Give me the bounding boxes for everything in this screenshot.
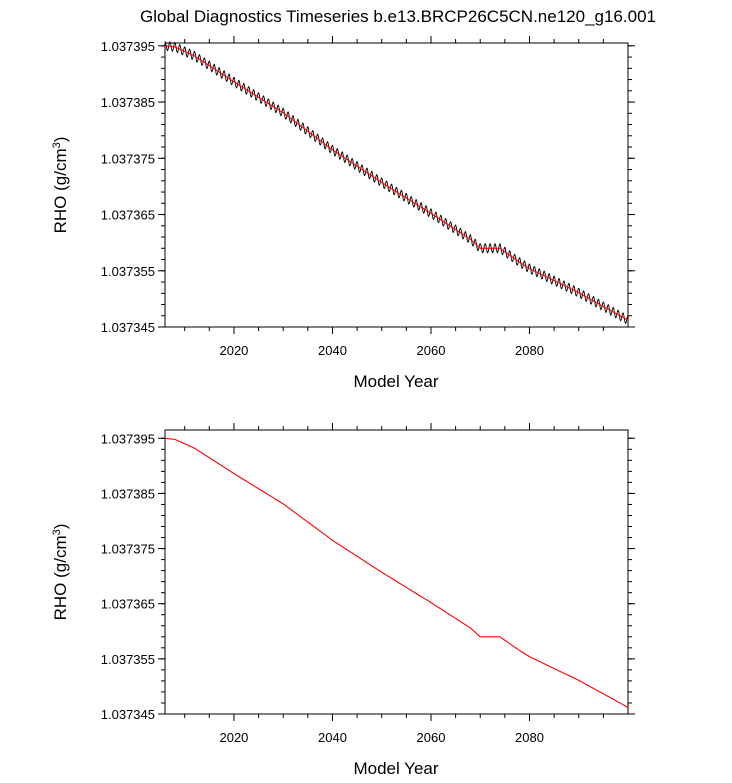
top-y-tick-label: 1.037345 (101, 320, 155, 335)
bottom-series-group (164, 437, 629, 708)
top-plot-frame (164, 42, 629, 328)
top-y-tick-label: 1.037385 (101, 95, 155, 110)
bottom-y-tick-label: 1.037395 (101, 431, 155, 446)
top-series-monthly-line (164, 41, 629, 325)
bottom-plot-frame (164, 429, 629, 715)
bottom-x-tick-label: 2080 (515, 730, 544, 745)
top-x-axis-label: Model Year (353, 372, 438, 391)
top-series-annual-mean-line (164, 45, 629, 321)
top-x-tick-label: 2060 (417, 343, 446, 358)
top-x-tick-label: 2020 (219, 343, 248, 358)
top-x-tick-label: 2040 (318, 343, 347, 358)
bottom-x-tick-label: 2060 (417, 730, 446, 745)
bottom-y-tick-label: 1.037385 (101, 486, 155, 501)
bottom-series-annual-mean-line (164, 437, 629, 708)
figure-title: Global Diagnostics Timeseries b.e13.BRCP… (140, 7, 656, 26)
bottom-tick-marks (158, 423, 635, 721)
top-y-tick-label: 1.037375 (101, 151, 155, 166)
top-series-group (164, 41, 629, 325)
bottom-y-tick-label: 1.037355 (101, 652, 155, 667)
bottom-y-tick-labels: 1.037345 1.037355 1.037365 1.037375 1.037385… (101, 431, 155, 722)
top-y-tick-labels: 1.037345 1.037355 1.037365 1.037375 1.037385… (101, 39, 155, 335)
bottom-x-tick-label: 2020 (219, 730, 248, 745)
bottom-y-axis-label: RHO (g/cm3) (51, 524, 70, 621)
top-tick-marks (158, 36, 635, 334)
bottom-y-tick-label: 1.037375 (101, 542, 155, 557)
top-panel: 1.037345 1.037355 1.037365 1.037375 1.037385… (51, 36, 635, 391)
top-y-tick-label: 1.037395 (101, 39, 155, 54)
top-x-tick-labels: 2020 2040 2060 2080 (219, 343, 543, 358)
bottom-x-tick-labels: 2020 2040 2060 2080 (219, 730, 543, 745)
bottom-x-tick-label: 2040 (318, 730, 347, 745)
bottom-x-axis-label: Model Year (353, 759, 438, 778)
top-y-axis-label: RHO (g/cm3) (51, 137, 70, 234)
top-y-tick-label: 1.037365 (101, 208, 155, 223)
bottom-y-tick-label: 1.037365 (101, 597, 155, 612)
bottom-y-tick-label: 1.037345 (101, 707, 155, 722)
top-x-tick-label: 2080 (515, 343, 544, 358)
top-y-tick-label: 1.037355 (101, 264, 155, 279)
bottom-panel: 1.037345 1.037355 1.037365 1.037375 1.037385… (51, 423, 635, 778)
